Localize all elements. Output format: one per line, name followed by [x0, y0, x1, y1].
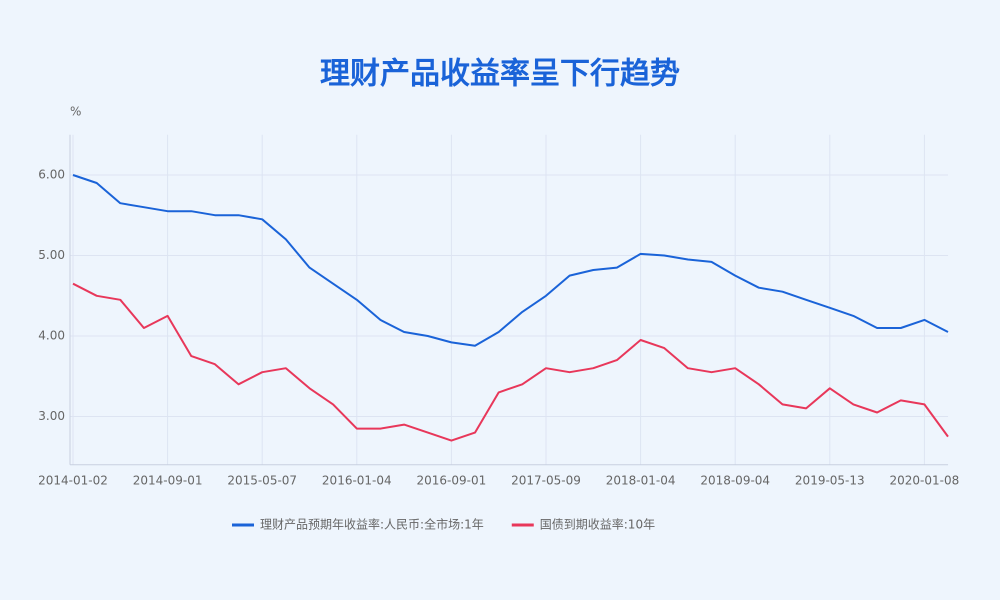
y-tick-label: 6.00 — [38, 168, 65, 182]
x-tick-label: 2018-01-04 — [606, 473, 676, 487]
y-tick-label: 5.00 — [38, 248, 65, 262]
y-tick-label: 3.00 — [38, 409, 65, 423]
x-tick-label: 2016-01-04 — [322, 473, 392, 487]
x-tick-label: 2017-05-09 — [511, 473, 581, 487]
x-tick-label: 2018-09-04 — [700, 473, 770, 487]
legend-label: 理财产品预期年收益率:人民币:全市场:1年 — [260, 517, 484, 532]
x-tick-label: 2019-05-13 — [795, 473, 865, 487]
y-tick-label: 4.00 — [38, 329, 65, 343]
line-series — [72, 282, 949, 442]
x-tick-label: 2015-05-07 — [227, 473, 297, 487]
x-tick-label: 2016-09-01 — [417, 473, 487, 487]
legend-label: 国债到期收益率:10年 — [540, 517, 655, 532]
line-series — [72, 174, 949, 347]
x-tick-label: 2014-09-01 — [133, 473, 203, 487]
chart-title: 理财产品收益率呈下行趋势 — [320, 57, 680, 92]
x-tick-label: 2020-01-08 — [890, 473, 960, 487]
x-tick-label: 2014-01-02 — [38, 473, 108, 487]
y-unit: % — [70, 105, 81, 119]
